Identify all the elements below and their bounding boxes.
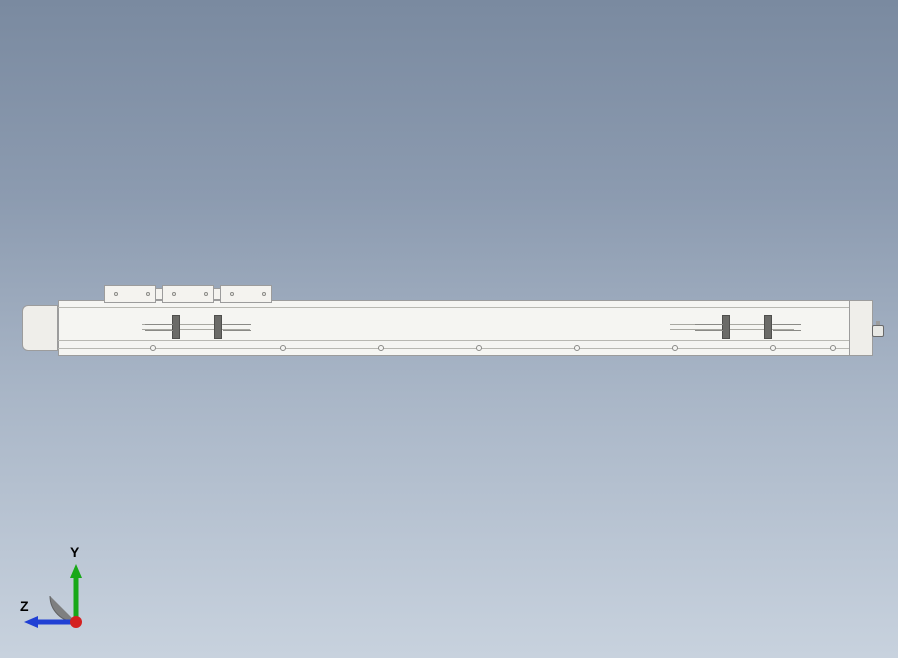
sensor-bracket [764,315,772,339]
rail-edge-line [58,340,854,341]
axis-y-arrow [70,564,82,578]
carriage-assembly [104,285,272,303]
rail-hole [476,345,482,351]
rail-hole [672,345,678,351]
rail-edge-line [58,307,854,308]
rail-hole [378,345,384,351]
view-triad[interactable]: Y Z [24,550,114,640]
carriage-hole [262,292,266,296]
sensor-bracket [172,315,180,339]
rail-hole [770,345,776,351]
carriage-hole [230,292,234,296]
sensor-bracket [722,315,730,339]
rail-hole [280,345,286,351]
carriage-hole [172,292,176,296]
carriage-hole [204,292,208,296]
rail-hole [574,345,580,351]
coupler-right [871,321,885,341]
rail-edge-line [58,348,854,349]
cad-viewport[interactable]: Y Z [0,0,898,658]
axis-z-arrow [24,616,38,628]
axis-label-z: Z [20,598,29,614]
axis-x-origin [70,616,82,628]
carriage-hole [146,292,150,296]
carriage-hole [114,292,118,296]
axis-label-y: Y [70,544,79,560]
sensor-bracket [214,315,222,339]
end-cap-left [22,305,58,351]
rail-hole [830,345,836,351]
rail-hole [150,345,156,351]
end-block-right [849,300,873,356]
model-3d[interactable] [22,285,885,363]
